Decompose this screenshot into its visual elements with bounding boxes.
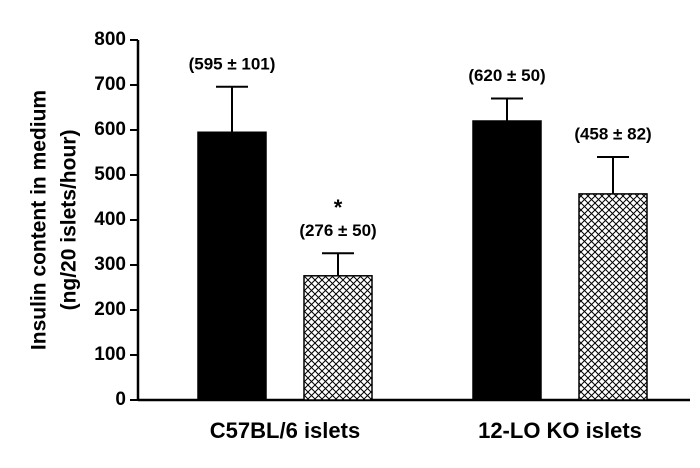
- y-tick-label: 400: [94, 209, 126, 230]
- y-tick-label: 600: [94, 119, 126, 140]
- bar: [197, 131, 267, 401]
- y-tick-label: 200: [94, 299, 126, 320]
- x-tick-label: 12-LO KO islets: [478, 418, 642, 443]
- y-tick-label: 0: [115, 389, 126, 410]
- y-tick-label: 500: [94, 164, 126, 185]
- bar: [472, 120, 542, 401]
- annotation: *: [334, 195, 343, 220]
- value-label: (458 ± 82): [574, 124, 651, 143]
- y-axis-label: Insulin content in medium: [28, 90, 51, 350]
- y-tick-label: 800: [94, 29, 126, 50]
- y-tick-label: 700: [94, 74, 126, 95]
- y-tick-label: 100: [94, 344, 126, 365]
- bar: [578, 193, 648, 401]
- bar: [303, 275, 373, 401]
- value-label: (595 ± 101): [189, 54, 276, 73]
- x-tick-label: C57BL/6 islets: [210, 418, 360, 443]
- y-tick-label: 300: [94, 254, 126, 275]
- value-label: (620 ± 50): [468, 66, 545, 85]
- value-label: (276 ± 50): [299, 221, 376, 240]
- y-axis-label: (ng/20 islets/hour): [58, 130, 81, 311]
